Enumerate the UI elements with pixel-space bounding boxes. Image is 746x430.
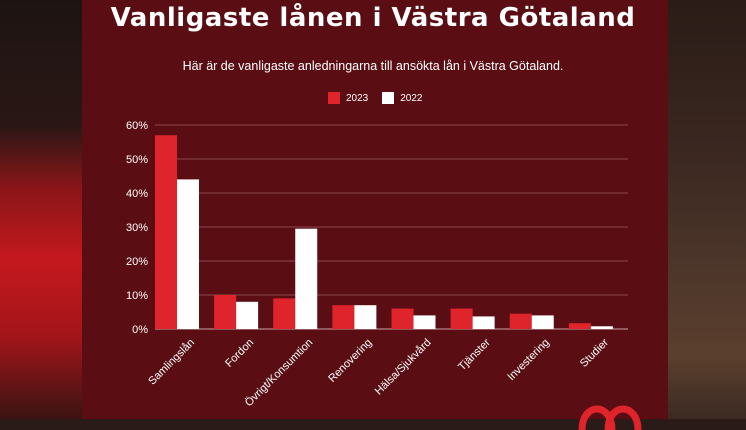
bar-2023 [568,323,591,329]
bar-2022 [413,315,436,329]
legend-swatch-2022 [382,92,395,104]
bar-2023 [391,308,414,329]
x-tick-label: Samlingslån [146,337,197,388]
chart-title: Vanligaste lånen i Västra Götaland [110,3,636,33]
brand-logo-mark [578,405,642,430]
bar-2022 [472,316,495,329]
x-tick-label: Hälsa/Sjukvård [373,337,434,398]
legend-label-2022: 2022 [400,92,423,104]
x-tick-label: Tjänster [456,336,493,373]
bar-2022 [531,315,554,329]
chart-legend: 2023 2022 [328,91,429,105]
background-photo-right [666,0,746,419]
bar-chart: 0%10%20%30%40%50%60%Samlingslån FordonÖvr… [126,120,628,409]
y-tick-label: 20% [126,256,148,268]
x-tick-label: Renovering [326,337,374,385]
bar-2023 [155,135,177,329]
legend-item-2023: 2023 [328,92,368,104]
x-tick-label: Studier [578,336,611,369]
bar-2022 [177,179,199,329]
bar-2023 [332,305,355,329]
bar-2022 [295,228,318,329]
legend-swatch-2023 [328,92,340,104]
bar-2022 [236,301,259,329]
bar-2023 [509,313,532,329]
bar-2022 [590,326,613,329]
y-tick-label: 10% [126,290,148,302]
y-tick-label: 30% [126,222,148,234]
y-tick-label: 0% [132,324,148,336]
y-tick-label: 40% [126,188,148,200]
x-tick-label: Investering [505,337,552,384]
bar-2023 [273,298,296,329]
legend-item-2022: 2022 [382,92,423,104]
y-tick-label: 50% [126,154,148,166]
bar-2022 [354,305,377,329]
y-tick-label: 60% [126,120,148,132]
legend-label-2023: 2023 [346,92,369,104]
x-tick-label: Fordon [223,337,256,370]
chart-subtitle: Här är de vanligaste anledningarna till … [182,59,564,73]
bar-2023 [450,308,473,329]
bar-2023 [214,295,237,329]
background-photo-left [0,0,90,419]
